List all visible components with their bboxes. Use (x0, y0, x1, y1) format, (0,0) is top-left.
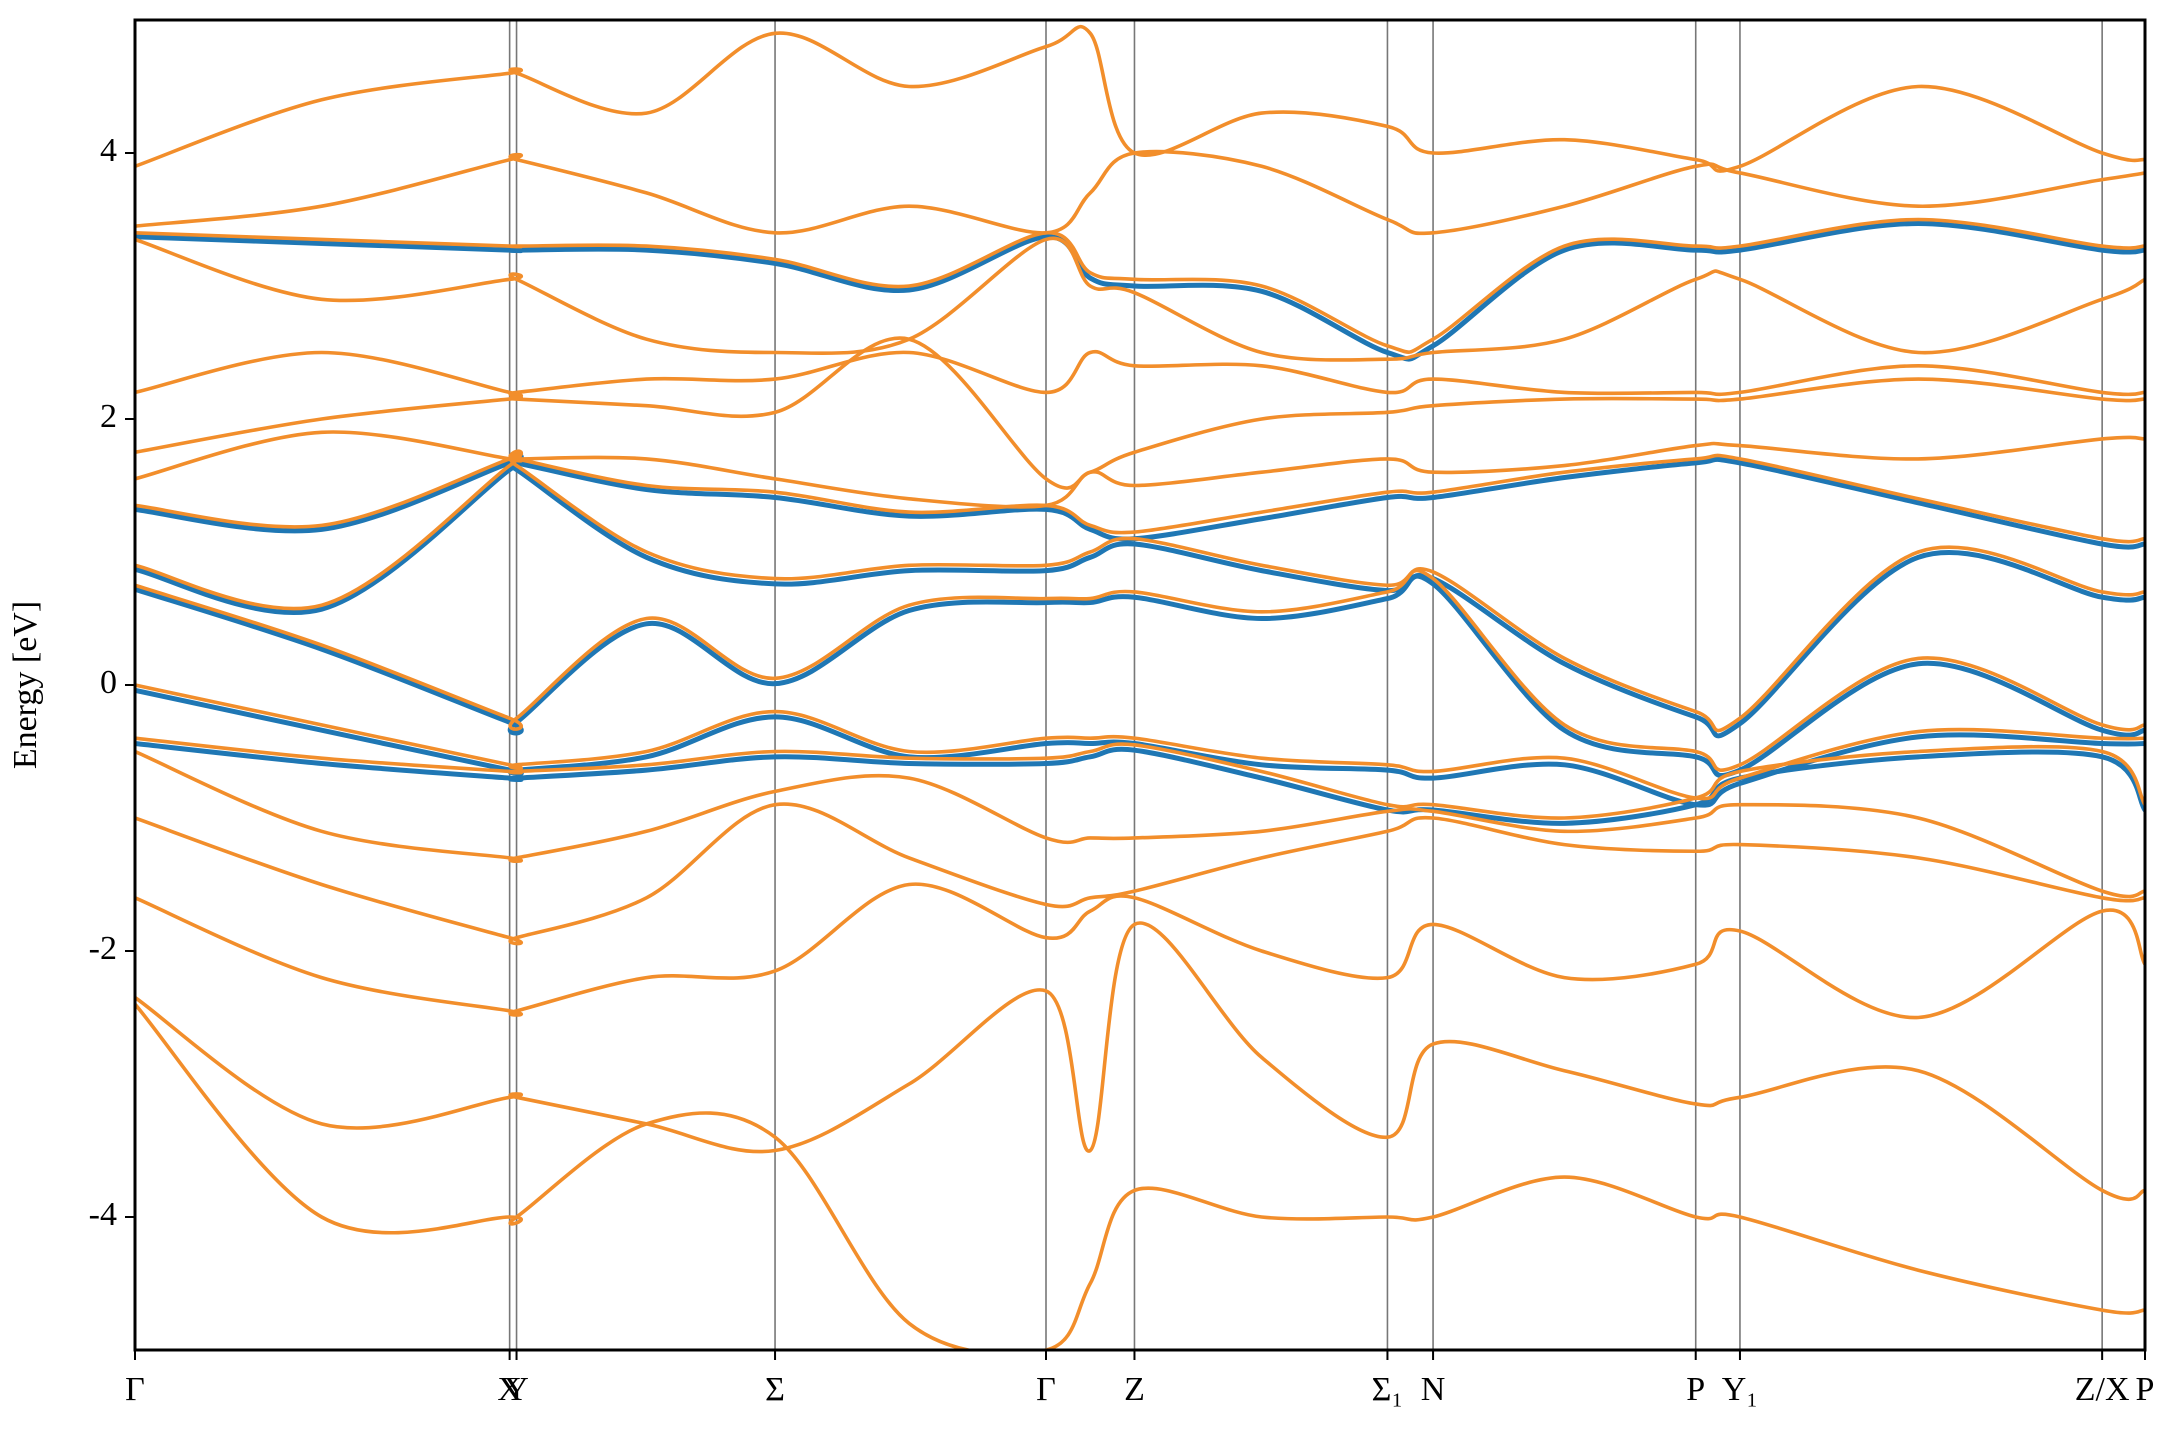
band (135, 749, 2145, 899)
band (135, 683, 2145, 801)
band (135, 568, 2145, 772)
x-tick-label: Σ₁ (1372, 1371, 1404, 1408)
band (135, 217, 2145, 354)
band (135, 741, 2145, 826)
y-tick-label: -4 (89, 1196, 117, 1233)
band (135, 149, 2145, 236)
band (135, 1002, 2145, 1350)
band (135, 802, 2145, 946)
band (135, 921, 2145, 1202)
band (135, 349, 2145, 398)
band (135, 236, 2145, 362)
x-tick-label: Γ (1036, 1371, 1056, 1408)
x-tick-label: Y (504, 1371, 529, 1408)
x-tick-label: P (1686, 1371, 1705, 1408)
x-tick-label: Γ (125, 1371, 145, 1408)
x-tick-label: N (1421, 1371, 1446, 1408)
x-tick-label: Σ (765, 1371, 785, 1408)
band (135, 336, 2145, 490)
x-tick-label: Z (1124, 1371, 1145, 1408)
y-axis-label: Energy [eV] (7, 601, 44, 769)
x-tick-label: X (497, 1371, 522, 1408)
y-tick-label: 4 (100, 132, 117, 169)
y-tick-label: 0 (100, 664, 117, 701)
x-tick-label: Z/X (2075, 1371, 2130, 1408)
band (135, 882, 2145, 1020)
x-tick-label: P (2136, 1371, 2155, 1408)
band (135, 573, 2145, 778)
band (135, 449, 2145, 733)
band (135, 736, 2145, 820)
y-tick-label: -2 (89, 930, 117, 967)
x-tick-label: Y₁ (1722, 1371, 1758, 1408)
y-tick-label: 2 (100, 398, 117, 435)
band (135, 25, 2145, 173)
plot-frame (133, 18, 2147, 1352)
band (135, 220, 2145, 362)
